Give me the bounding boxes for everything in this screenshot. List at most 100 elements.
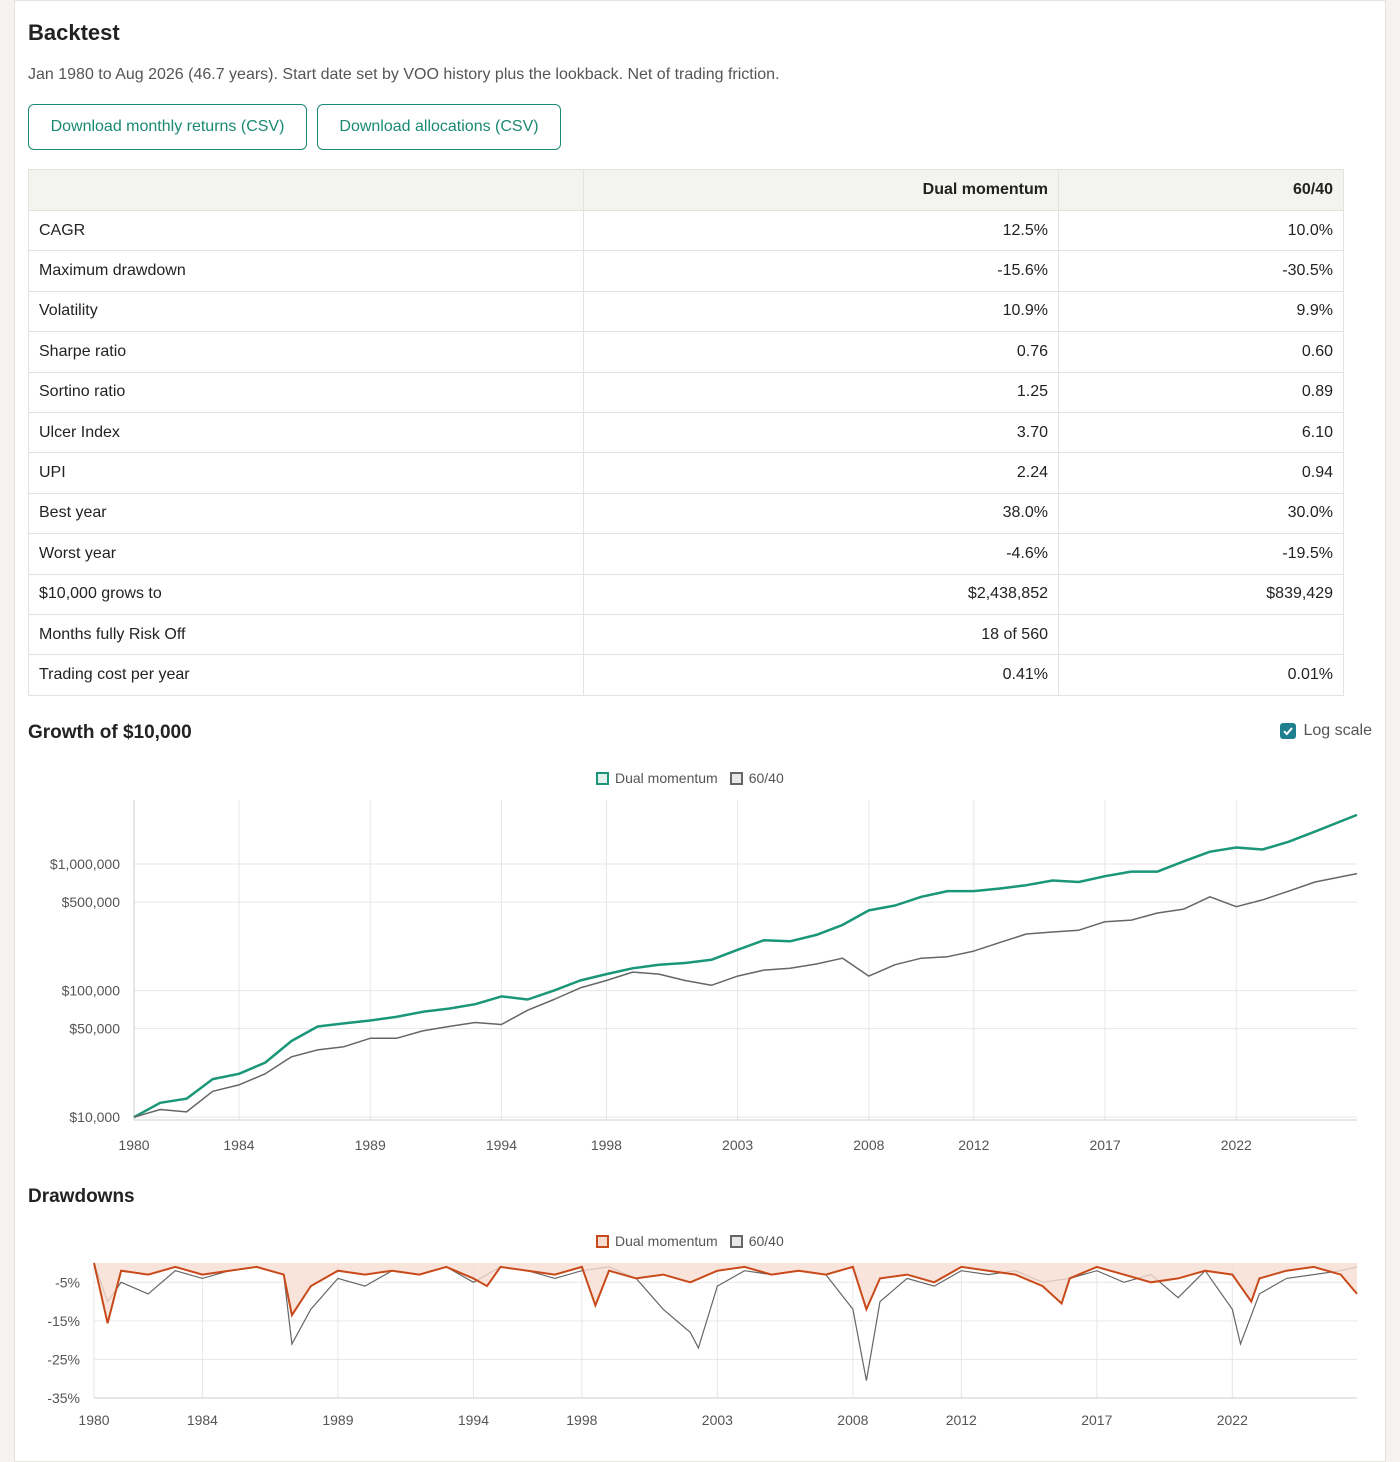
stats-row: Ulcer Index 3.70 6.10 bbox=[28, 411, 1344, 454]
stats-value-dual-momentum: -15.6% bbox=[583, 250, 1059, 292]
backtest-subtitle: Jan 1980 to Aug 2026 (46.7 years). Start… bbox=[28, 66, 780, 83]
stats-value-60-40: 10.0% bbox=[1058, 209, 1344, 252]
legend-item-dual-momentum[interactable]: Dual momentum bbox=[596, 770, 718, 786]
series-line-dual-momentum bbox=[93, 1262, 1358, 1324]
stats-value-dual-momentum: 3.70 bbox=[583, 411, 1059, 454]
x-tick-label: 2012 bbox=[958, 1137, 989, 1153]
stats-row-label: Ulcer Index bbox=[28, 411, 584, 454]
legend-label-dd-dual-momentum: Dual momentum bbox=[615, 1233, 718, 1249]
stats-value-dual-momentum: 1.25 bbox=[583, 371, 1059, 413]
series-line-dual-momentum bbox=[133, 813, 1358, 1119]
stats-row: Best year 38.0% 30.0% bbox=[28, 492, 1344, 535]
stats-row: Maximum drawdown -15.6% -30.5% bbox=[28, 250, 1344, 292]
y-tick-label: $10,000 bbox=[69, 1109, 120, 1125]
stats-value-dual-momentum: 2.24 bbox=[583, 452, 1059, 494]
stats-value-dual-momentum: $2,438,852 bbox=[583, 573, 1059, 615]
y-tick-label: -25% bbox=[47, 1351, 80, 1367]
x-tick-label: 2017 bbox=[1089, 1137, 1120, 1153]
legend-label-dual-momentum: Dual momentum bbox=[615, 770, 718, 786]
series-line-60-40 bbox=[93, 1262, 1358, 1381]
stats-row: Months fully Risk Off 18 of 560 bbox=[28, 613, 1344, 656]
stats-value-60-40: 0.94 bbox=[1058, 452, 1344, 494]
x-tick-label: 1994 bbox=[486, 1137, 517, 1153]
checkbox-checked-icon[interactable] bbox=[1279, 723, 1296, 739]
stats-row-label: Sharpe ratio bbox=[28, 331, 584, 373]
stats-row: UPI 2.24 0.94 bbox=[28, 452, 1344, 494]
growth-chart: $10,000 $50,000 $100,000 $500,000 $1,000,000… bbox=[50, 800, 1358, 1153]
stats-row-label: Trading cost per year bbox=[28, 654, 584, 696]
legend-item-60-40[interactable]: 60/40 bbox=[729, 770, 784, 786]
x-tick-label: 2008 bbox=[837, 1412, 868, 1428]
stats-row-label: Maximum drawdown bbox=[28, 250, 584, 292]
stats-header-dual-momentum: Dual momentum bbox=[583, 169, 1059, 211]
stats-value-60-40: 30.0% bbox=[1058, 492, 1344, 535]
x-tick-label: 2003 bbox=[702, 1412, 733, 1428]
stats-value-60-40: -30.5% bbox=[1058, 250, 1344, 292]
series-area-dual-momentum bbox=[94, 1263, 1357, 1324]
y-tick-label: $500,000 bbox=[62, 894, 121, 910]
log-scale-toggle[interactable]: Log scale bbox=[1279, 722, 1373, 740]
stats-row: Sharpe ratio 0.76 0.60 bbox=[28, 331, 1344, 373]
stats-row: CAGR 12.5% 10.0% bbox=[28, 209, 1344, 252]
download-monthly-returns-button[interactable]: Download monthly returns (CSV) bbox=[28, 104, 307, 150]
stats-row-label: CAGR bbox=[28, 209, 584, 252]
x-tick-label: 1998 bbox=[566, 1412, 597, 1428]
drawdown-chart: -5% -15% -25% -35% 1980 1984 1989 1994 1998 2003 2… bbox=[47, 1262, 1358, 1428]
legend-swatch-dd-60-40 bbox=[729, 1234, 743, 1248]
download-allocations-button[interactable]: Download allocations (CSV) bbox=[317, 104, 561, 150]
legend-label-60-40: 60/40 bbox=[748, 770, 784, 786]
stats-row-label: UPI bbox=[28, 452, 584, 494]
x-tick-label: 1998 bbox=[591, 1137, 622, 1153]
stats-row-label: Worst year bbox=[28, 533, 584, 575]
drawdowns-chart-title: Drawdowns bbox=[28, 1186, 135, 1207]
stats-value-60-40: 0.89 bbox=[1058, 371, 1344, 413]
stats-value-dual-momentum: 0.41% bbox=[583, 654, 1059, 696]
x-tick-label: 2008 bbox=[853, 1137, 884, 1153]
legend-item-dd-dual-momentum[interactable]: Dual momentum bbox=[596, 1233, 718, 1249]
x-tick-label: 1994 bbox=[458, 1412, 489, 1428]
stats-row: Worst year -4.6% -19.5% bbox=[28, 533, 1344, 575]
stats-value-dual-momentum: 38.0% bbox=[583, 492, 1059, 535]
x-tick-label: 2003 bbox=[722, 1137, 753, 1153]
stats-row-label: Sortino ratio bbox=[28, 371, 584, 413]
x-tick-label: 2017 bbox=[1081, 1412, 1112, 1428]
x-tick-label: 2012 bbox=[946, 1412, 977, 1428]
stats-value-60-40: -19.5% bbox=[1058, 533, 1344, 575]
stats-row-label: Volatility bbox=[28, 290, 584, 333]
log-scale-label: Log scale bbox=[1303, 722, 1373, 739]
stats-row: Trading cost per year 0.41% 0.01% bbox=[28, 654, 1344, 696]
legend-label-dd-60-40: 60/40 bbox=[748, 1233, 784, 1249]
series-line-60-40 bbox=[133, 872, 1358, 1118]
stats-value-60-40: 9.9% bbox=[1058, 290, 1344, 333]
x-tick-label: 2022 bbox=[1221, 1137, 1252, 1153]
stats-row-label: Best year bbox=[28, 492, 584, 535]
stats-value-dual-momentum: 10.9% bbox=[583, 290, 1059, 333]
y-tick-label: -5% bbox=[55, 1274, 80, 1290]
x-tick-label: 1980 bbox=[118, 1137, 149, 1153]
stats-value-60-40: 0.60 bbox=[1058, 331, 1344, 373]
y-tick-label: -15% bbox=[47, 1313, 80, 1329]
x-tick-label: 2022 bbox=[1217, 1412, 1248, 1428]
stats-row: Volatility 10.9% 9.9% bbox=[28, 290, 1344, 333]
legend-swatch-dd-dual-momentum bbox=[596, 1234, 609, 1248]
stats-value-60-40: 6.10 bbox=[1058, 411, 1344, 454]
x-tick-label: 1984 bbox=[223, 1137, 254, 1153]
x-tick-label: 1980 bbox=[78, 1412, 109, 1428]
legend-swatch-dual-momentum bbox=[596, 771, 609, 785]
growth-legend: Dual momentum 60/40 bbox=[596, 770, 796, 786]
stats-value-60-40 bbox=[1058, 613, 1344, 656]
stats-header-metric bbox=[28, 169, 584, 211]
legend-item-dd-60-40[interactable]: 60/40 bbox=[729, 1233, 784, 1249]
growth-chart-title: Growth of $10,000 bbox=[28, 722, 192, 743]
y-tick-label: $100,000 bbox=[62, 983, 121, 999]
x-tick-label: 1984 bbox=[187, 1412, 218, 1428]
y-tick-label: $1,000,000 bbox=[50, 856, 120, 872]
y-tick-label: $50,000 bbox=[69, 1021, 120, 1037]
page-title: Backtest bbox=[28, 20, 120, 45]
legend-swatch-60-40 bbox=[729, 771, 743, 785]
stats-header-row: Dual momentum 60/40 bbox=[28, 169, 1344, 211]
stats-value-dual-momentum: 12.5% bbox=[583, 209, 1059, 252]
x-tick-label: 1989 bbox=[355, 1137, 386, 1153]
stats-value-60-40: 0.01% bbox=[1058, 654, 1344, 696]
stats-row: $10,000 grows to $2,438,852 $839,429 bbox=[28, 573, 1344, 615]
